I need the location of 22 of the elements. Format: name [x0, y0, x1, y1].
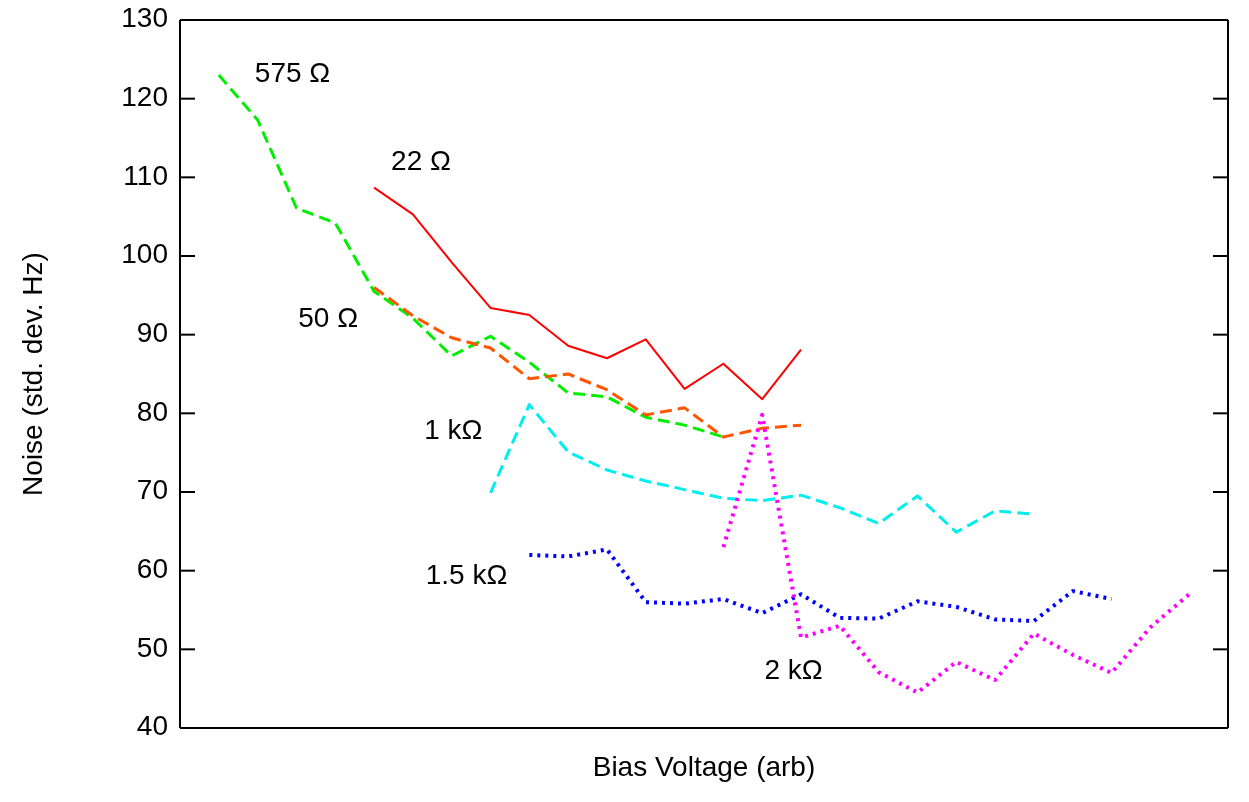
y-tick-label: 70: [136, 474, 168, 506]
series-label: 50 Ω: [298, 301, 359, 333]
y-tick-label: 40: [136, 710, 168, 742]
series-label: 1.5 kΩ: [425, 559, 508, 591]
line-series: [721, 412, 1192, 695]
y-tick-label: 130: [121, 2, 168, 34]
y-tick-label: 120: [121, 81, 168, 113]
line-series: [373, 186, 803, 401]
series-label: 1 kΩ: [424, 414, 483, 446]
y-axis-title: Noise (std. dev. Hz): [17, 252, 48, 496]
series-label: 575 Ω: [254, 57, 331, 89]
y-tick-label: 80: [136, 395, 168, 427]
line-series: [527, 547, 1114, 624]
line-series: [372, 285, 803, 439]
y-tick-label: 110: [123, 159, 168, 191]
x-axis-title: Bias Voltage (arb): [592, 751, 816, 782]
series-label: 22 Ω: [391, 144, 451, 176]
y-tick-label: 100: [121, 238, 168, 270]
y-tick-label: 60: [136, 553, 168, 585]
series-label: 2 kΩ: [764, 654, 823, 686]
y-tick-label: 50: [136, 631, 168, 663]
y-tick-label: 90: [136, 317, 168, 349]
